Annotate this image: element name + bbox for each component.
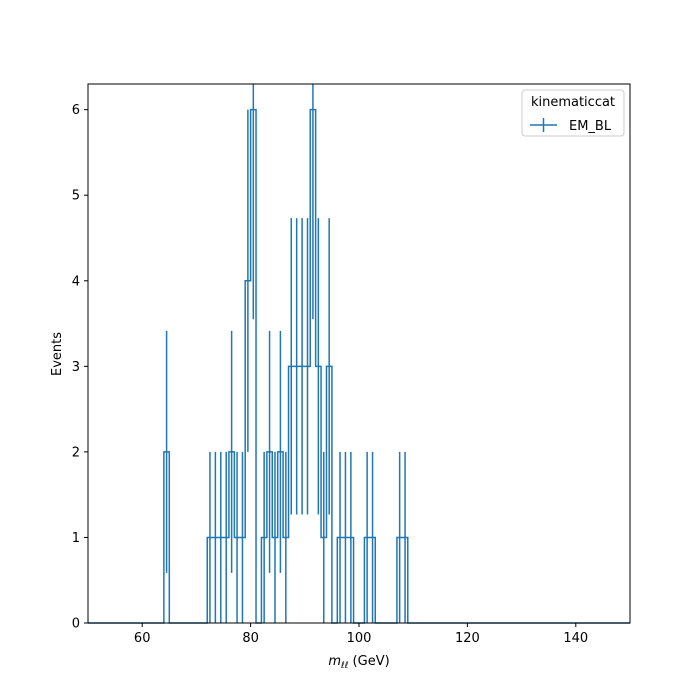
plot-layer bbox=[88, 84, 630, 624]
x-axis-label-subscript: ℓℓ bbox=[340, 661, 348, 671]
x-tick-label: 140 bbox=[563, 631, 588, 646]
y-tick-label: 2 bbox=[72, 445, 80, 460]
y-axis-label: Events bbox=[50, 332, 65, 376]
y-tick-label: 0 bbox=[72, 617, 80, 632]
y-tick-label: 6 bbox=[72, 103, 80, 118]
x-tick-label: 80 bbox=[242, 631, 259, 646]
x-tick-label: 120 bbox=[455, 631, 480, 646]
x-tick-label: 100 bbox=[347, 631, 372, 646]
x-axis-ticks: 60 80 100 120 140 bbox=[134, 623, 588, 646]
x-tick-label: 60 bbox=[134, 631, 151, 646]
y-tick-label: 5 bbox=[72, 189, 80, 204]
x-axis-label: mℓℓ (GeV) bbox=[328, 654, 389, 671]
y-tick-label: 3 bbox=[72, 360, 80, 375]
y-axis-ticks: 0 1 2 3 4 5 6 bbox=[72, 103, 88, 632]
y-tick-label: 4 bbox=[72, 274, 80, 289]
legend: kinematiccat EM_BL bbox=[521, 89, 625, 137]
y-tick-label: 1 bbox=[72, 531, 80, 546]
legend-entry-label: EM_BL bbox=[569, 119, 612, 134]
x-axis-label-unit: (GeV) bbox=[348, 654, 389, 669]
legend-title: kinematiccat bbox=[531, 95, 615, 110]
x-axis-label-symbol: m bbox=[328, 654, 341, 669]
